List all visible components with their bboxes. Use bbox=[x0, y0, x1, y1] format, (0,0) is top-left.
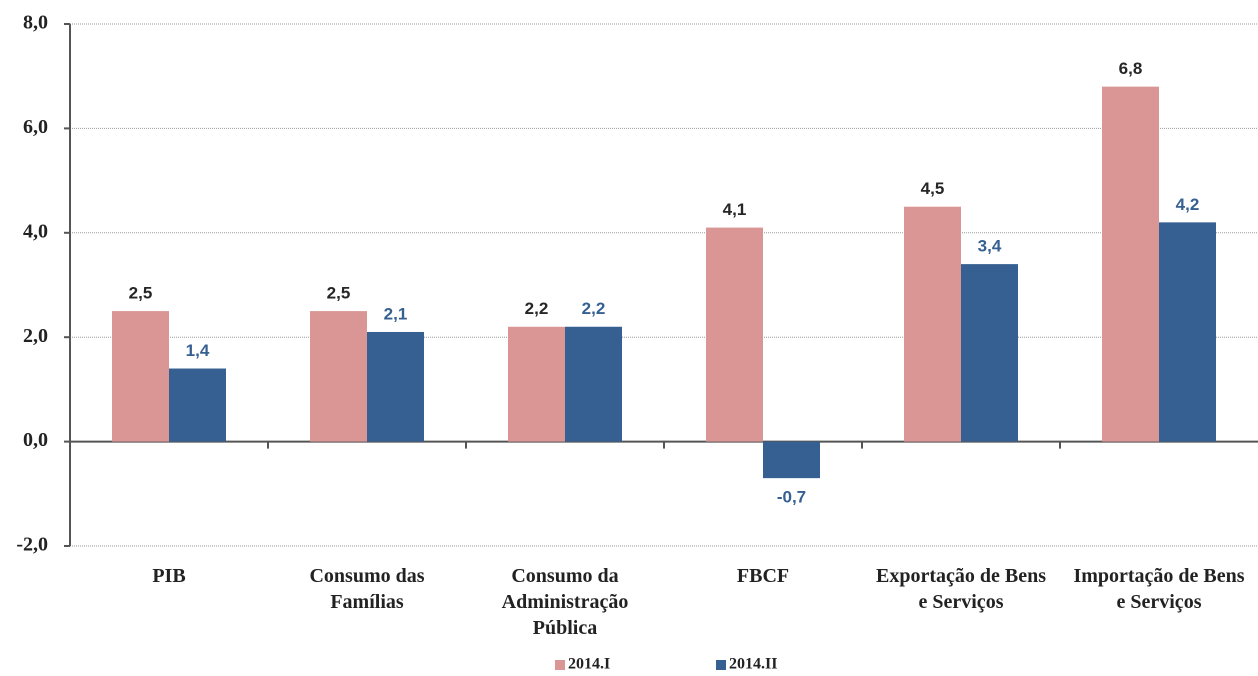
legend-swatch bbox=[716, 660, 726, 670]
legend-label: 2014.II bbox=[729, 656, 777, 673]
value-label: 2,5 bbox=[327, 284, 351, 303]
value-label: 2,1 bbox=[384, 304, 408, 323]
x-tick-label: Exportação de Bens e Serviços bbox=[876, 565, 1046, 613]
value-label: -0,7 bbox=[777, 488, 806, 507]
y-tick-label: 6,0 bbox=[23, 116, 48, 138]
y-tick-label: 4,0 bbox=[23, 220, 48, 242]
value-label: 4,2 bbox=[1176, 195, 1200, 214]
bar bbox=[706, 227, 763, 442]
bar bbox=[904, 206, 961, 442]
x-tick-label: FBCF bbox=[736, 565, 790, 587]
bar bbox=[763, 441, 820, 479]
bar bbox=[367, 331, 424, 442]
bar bbox=[961, 264, 1018, 442]
bar bbox=[1159, 222, 1216, 442]
legend-label: 2014.I bbox=[568, 656, 610, 673]
x-tick-label: PIB bbox=[152, 565, 186, 587]
bar bbox=[112, 311, 169, 442]
bar bbox=[1102, 86, 1159, 442]
bar bbox=[508, 326, 565, 442]
value-label: 4,1 bbox=[723, 200, 747, 219]
value-label: 6,8 bbox=[1119, 59, 1143, 78]
value-label: 4,5 bbox=[921, 179, 945, 198]
y-tick-label: 0,0 bbox=[23, 429, 48, 451]
y-tick-label: 2,0 bbox=[23, 325, 48, 347]
value-label: 3,4 bbox=[978, 237, 1002, 256]
value-label: 1,4 bbox=[186, 341, 210, 360]
value-label: 2,2 bbox=[525, 299, 549, 318]
value-label: 2,2 bbox=[582, 299, 606, 318]
bar bbox=[169, 368, 226, 442]
value-label: 2,5 bbox=[129, 284, 153, 303]
x-tick-label: Consumo da Administração Pública bbox=[501, 565, 629, 639]
bar bbox=[565, 326, 622, 442]
bar bbox=[310, 311, 367, 442]
y-tick-label: 8,0 bbox=[23, 12, 48, 34]
x-tick-label: Importação de Bens e Serviços bbox=[1073, 565, 1245, 613]
y-tick-label: -2,0 bbox=[16, 534, 48, 556]
legend-swatch bbox=[555, 660, 565, 670]
x-tick-label: Consumo das Famílias bbox=[309, 565, 425, 613]
